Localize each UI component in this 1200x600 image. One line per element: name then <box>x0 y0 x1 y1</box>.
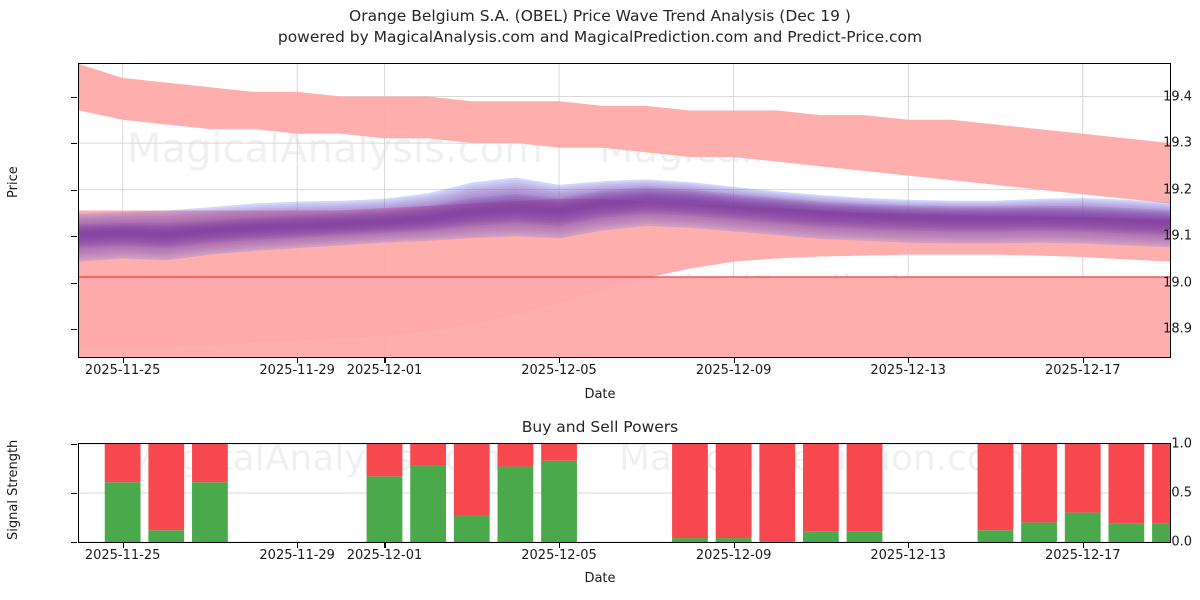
price-x-axis-label: Date <box>584 387 616 402</box>
price-axis-label: Price <box>6 166 21 198</box>
power-bar <box>104 444 141 542</box>
price-x-tick-mark <box>733 357 735 363</box>
price-x-tick-mark <box>384 357 386 363</box>
price-x-tick-label: 2025-12-13 <box>870 363 946 378</box>
powers-title: Buy and Sell Powers <box>521 418 679 436</box>
powers-x-axis-label: Date <box>584 571 616 586</box>
powers-x-tick-label: 2025-11-29 <box>259 548 335 563</box>
price-y-tick-label: 19.1 <box>1163 228 1192 244</box>
powers-y-tick-label: 1.0 <box>1171 436 1192 452</box>
price-y-tick-mark <box>71 143 77 145</box>
price-wave-svg: MagicalAnalysis.comMagicalPrediction.com… <box>79 64 1170 357</box>
price-x-tick-label: 2025-12-05 <box>521 363 597 378</box>
power-bar <box>977 444 1014 542</box>
powers-y-tick-mark <box>71 542 77 544</box>
powers-x-tick-label: 2025-12-09 <box>695 548 772 563</box>
powers-x-tick-label: 2025-12-17 <box>1044 548 1121 563</box>
price-x-tick-label: 2025-12-01 <box>346 363 423 378</box>
power-bar <box>759 444 796 542</box>
page-subtitle: powered by MagicalAnalysis.com and Magic… <box>277 28 923 46</box>
powers-x-tick-label: 2025-12-05 <box>521 548 597 563</box>
chart-title-block: Orange Belgium S.A. (OBEL) Price Wave Tr… <box>0 6 1200 48</box>
powers-plot-area: MagicalAnalysis.comMagicalPrediction.com <box>78 443 1171 543</box>
power-bar <box>453 444 490 542</box>
power-bar <box>148 444 185 542</box>
power-bar <box>541 444 577 542</box>
powers-x-tick-mark <box>559 542 561 548</box>
power-bar <box>410 444 447 542</box>
power-bar <box>1152 444 1170 542</box>
powers-x-tick-mark <box>908 542 910 548</box>
price-y-tick-label: 19.2 <box>1163 182 1192 198</box>
powers-y-tick-mark <box>71 444 77 446</box>
price-x-tick-label: 2025-11-29 <box>259 363 335 378</box>
price-x-tick-mark <box>122 357 124 363</box>
power-bar <box>1108 444 1145 542</box>
price-x-tick-mark <box>908 357 910 363</box>
power-bar <box>192 444 228 542</box>
signal-strength-axis-label: Signal Strength <box>6 439 21 540</box>
power-bar <box>715 444 752 542</box>
price-wave-plot-area: MagicalAnalysis.comMagicalPrediction.com… <box>78 63 1171 358</box>
power-bar <box>1064 444 1101 542</box>
powers-x-tick-label: 2025-12-01 <box>346 548 423 563</box>
price-y-tick-label: 18.9 <box>1163 321 1192 337</box>
price-y-tick-mark <box>71 96 77 98</box>
power-bar <box>802 444 839 542</box>
price-y-tick-label: 19.3 <box>1163 135 1192 151</box>
page-title: Orange Belgium S.A. (OBEL) Price Wave Tr… <box>349 7 851 25</box>
powers-x-tick-mark <box>122 542 124 548</box>
powers-y-tick-label: 0.5 <box>1171 485 1192 501</box>
price-y-tick-mark <box>71 236 77 238</box>
powers-y-tick-mark <box>71 493 77 495</box>
price-x-tick-label: 2025-12-17 <box>1044 363 1121 378</box>
power-bar <box>846 444 883 542</box>
power-bar <box>672 444 708 542</box>
price-x-tick-mark <box>1082 357 1084 363</box>
price-y-tick-mark <box>71 189 77 191</box>
price-x-tick-label: 2025-12-09 <box>695 363 772 378</box>
price-y-tick-label: 19.4 <box>1163 89 1192 105</box>
powers-svg: MagicalAnalysis.comMagicalPrediction.com <box>79 444 1170 542</box>
price-x-tick-mark <box>297 357 299 363</box>
power-bar <box>497 444 534 542</box>
powers-x-tick-label: 2025-11-25 <box>84 548 161 563</box>
powers-x-tick-mark <box>297 542 299 548</box>
powers-x-tick-mark <box>1082 542 1084 548</box>
powers-x-tick-mark <box>733 542 735 548</box>
price-x-tick-label: 2025-11-25 <box>84 363 161 378</box>
price-x-tick-mark <box>559 357 561 363</box>
price-y-tick-mark <box>71 329 77 331</box>
powers-y-tick-label: 0.0 <box>1171 534 1192 550</box>
powers-x-tick-mark <box>384 542 386 548</box>
power-bar <box>366 444 403 542</box>
price-y-tick-mark <box>71 282 77 284</box>
price-y-tick-label: 19.0 <box>1163 275 1192 291</box>
power-bar <box>1021 444 1057 542</box>
powers-x-tick-label: 2025-12-13 <box>870 548 946 563</box>
